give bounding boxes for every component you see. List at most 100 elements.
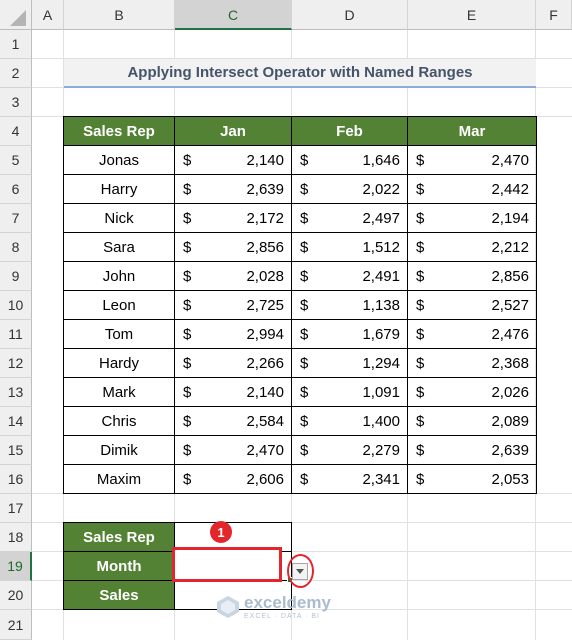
row-header-4[interactable]: 4 xyxy=(0,117,32,146)
mar-cell[interactable]: $2,089 xyxy=(407,406,537,436)
sales-rep-cell[interactable]: Harry xyxy=(63,174,175,204)
feb-cell[interactable]: $2,341 xyxy=(291,464,408,494)
step-number-badge: 1 xyxy=(210,521,232,543)
feb-cell[interactable]: $2,497 xyxy=(291,203,408,233)
row-header-6[interactable]: 6 xyxy=(0,175,32,204)
column-header-e[interactable]: E xyxy=(408,0,536,30)
jan-cell[interactable]: $2,172 xyxy=(174,203,292,233)
sales-rep-cell[interactable]: Mark xyxy=(63,377,175,407)
column-header-b[interactable]: B xyxy=(64,0,175,30)
row-header-11[interactable]: 11 xyxy=(0,320,32,349)
sales-rep-cell[interactable]: Jonas xyxy=(63,145,175,175)
row-header-9[interactable]: 9 xyxy=(0,262,32,291)
feb-cell[interactable]: $1,646 xyxy=(291,145,408,175)
feb-cell[interactable]: $1,294 xyxy=(291,348,408,378)
row-header-5[interactable]: 5 xyxy=(0,146,32,175)
column-header-a[interactable]: A xyxy=(32,0,64,30)
gridline xyxy=(32,522,572,523)
sales-rep-cell[interactable]: Hardy xyxy=(63,348,175,378)
row-header-14[interactable]: 14 xyxy=(0,407,32,436)
feb-cell[interactable]: $1,138 xyxy=(291,290,408,320)
row-header-7[interactable]: 7 xyxy=(0,204,32,233)
feb-cell[interactable]: $2,022 xyxy=(291,174,408,204)
column-header-f[interactable]: F xyxy=(536,0,572,30)
jan-cell[interactable]: $2,994 xyxy=(174,319,292,349)
mar-cell[interactable]: $2,194 xyxy=(407,203,537,233)
feb-cell[interactable]: $2,491 xyxy=(291,261,408,291)
row-header-13[interactable]: 13 xyxy=(0,378,32,407)
lookup-sales-rep-label[interactable]: Sales Rep xyxy=(63,522,175,552)
mar-cell[interactable]: $2,470 xyxy=(407,145,537,175)
row-header-17[interactable]: 17 xyxy=(0,494,32,523)
jan-cell[interactable]: $2,140 xyxy=(174,377,292,407)
feb-cell[interactable]: $2,279 xyxy=(291,435,408,465)
table-row: Chris $2,584 $1,400 $2,089 xyxy=(63,406,537,436)
sheet-title[interactable]: Applying Intersect Operator with Named R… xyxy=(64,59,536,88)
row-header-8[interactable]: 8 xyxy=(0,233,32,262)
feb-cell[interactable]: $1,512 xyxy=(291,232,408,262)
row-header-16[interactable]: 16 xyxy=(0,465,32,494)
sales-rep-cell[interactable]: Leon xyxy=(63,290,175,320)
mar-cell[interactable]: $2,639 xyxy=(407,435,537,465)
row-header-20[interactable]: 20 xyxy=(0,581,32,610)
sales-rep-cell[interactable]: Tom xyxy=(63,319,175,349)
header-mar[interactable]: Mar xyxy=(407,116,537,146)
mar-cell[interactable]: $2,527 xyxy=(407,290,537,320)
feb-cell[interactable]: $1,400 xyxy=(291,406,408,436)
row-header-2[interactable]: 2 xyxy=(0,59,32,88)
amount: 2,194 xyxy=(491,209,529,227)
currency-symbol: $ xyxy=(416,267,425,285)
currency-symbol: $ xyxy=(300,441,309,459)
mar-cell[interactable]: $2,212 xyxy=(407,232,537,262)
month-dropdown-cell[interactable] xyxy=(172,547,282,582)
select-all-triangle-icon xyxy=(10,10,26,26)
sales-rep-cell[interactable]: John xyxy=(63,261,175,291)
mar-cell[interactable]: $2,026 xyxy=(407,377,537,407)
jan-cell[interactable]: $2,140 xyxy=(174,145,292,175)
amount: 2,584 xyxy=(246,412,284,430)
mar-cell[interactable]: $2,442 xyxy=(407,174,537,204)
jan-cell[interactable]: $2,028 xyxy=(174,261,292,291)
jan-cell[interactable]: $2,606 xyxy=(174,464,292,494)
jan-cell[interactable]: $2,725 xyxy=(174,290,292,320)
header-sales-rep[interactable]: Sales Rep xyxy=(63,116,175,146)
table-row: Jonas $2,140 $1,646 $2,470 xyxy=(63,145,537,175)
currency-symbol: $ xyxy=(416,354,425,372)
jan-cell[interactable]: $2,470 xyxy=(174,435,292,465)
sales-rep-cell[interactable]: Dimik xyxy=(63,435,175,465)
row-header-18[interactable]: 18 xyxy=(0,523,32,552)
mar-cell[interactable]: $2,476 xyxy=(407,319,537,349)
column-header-c[interactable]: C xyxy=(175,0,292,30)
row-header-12[interactable]: 12 xyxy=(0,349,32,378)
sales-rep-cell[interactable]: Nick xyxy=(63,203,175,233)
header-feb[interactable]: Feb xyxy=(291,116,408,146)
row-header-21[interactable]: 21 xyxy=(0,610,32,640)
lookup-month-label[interactable]: Month xyxy=(63,551,175,581)
sales-rep-cell[interactable]: Maxim xyxy=(63,464,175,494)
table-header-row: Sales Rep Jan Feb Mar xyxy=(63,116,537,146)
mar-cell[interactable]: $2,053 xyxy=(407,464,537,494)
mar-cell[interactable]: $2,368 xyxy=(407,348,537,378)
row-header-10[interactable]: 10 xyxy=(0,291,32,320)
amount: 2,140 xyxy=(246,151,284,169)
feb-cell[interactable]: $1,679 xyxy=(291,319,408,349)
select-all-corner[interactable] xyxy=(0,0,32,30)
sales-rep-cell[interactable]: Chris xyxy=(63,406,175,436)
column-header-d[interactable]: D xyxy=(292,0,408,30)
jan-cell[interactable]: $2,856 xyxy=(174,232,292,262)
mar-cell[interactable]: $2,856 xyxy=(407,261,537,291)
sales-rep-cell[interactable]: Sara xyxy=(63,232,175,262)
row-header-3[interactable]: 3 xyxy=(0,88,32,117)
jan-cell[interactable]: $2,584 xyxy=(174,406,292,436)
row-header-1[interactable]: 1 xyxy=(0,30,32,59)
amount: 1,512 xyxy=(362,238,400,256)
currency-symbol: $ xyxy=(183,238,192,256)
lookup-sales-label[interactable]: Sales xyxy=(63,580,175,610)
header-jan[interactable]: Jan xyxy=(174,116,292,146)
row-header-19[interactable]: 19 xyxy=(0,552,32,581)
feb-cell[interactable]: $1,091 xyxy=(291,377,408,407)
jan-cell[interactable]: $2,639 xyxy=(174,174,292,204)
currency-symbol: $ xyxy=(416,325,425,343)
row-header-15[interactable]: 15 xyxy=(0,436,32,465)
jan-cell[interactable]: $2,266 xyxy=(174,348,292,378)
